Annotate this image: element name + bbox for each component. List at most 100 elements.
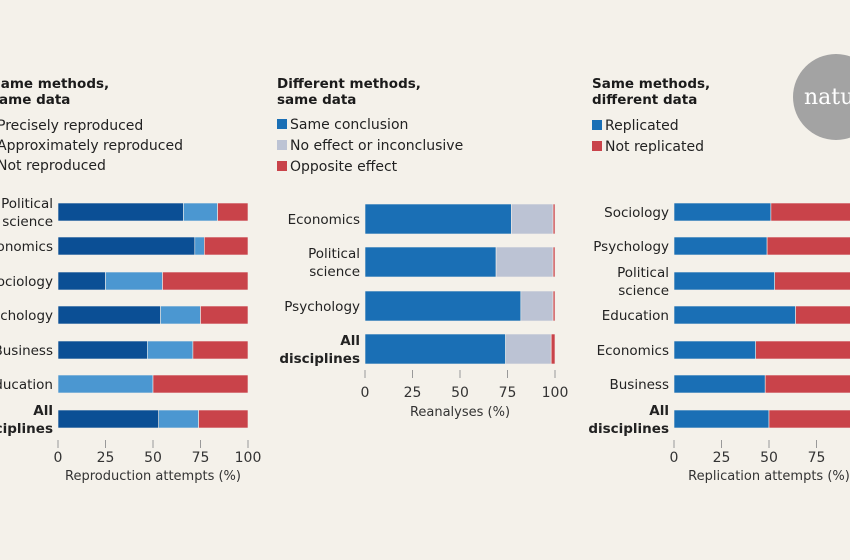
x-tick-label: 50: [451, 385, 469, 401]
legend-label: Replicated: [605, 118, 679, 134]
x-tick-label: 75: [808, 450, 826, 466]
x-axis-label: Replication attempts (%): [688, 469, 850, 484]
panel-title: different data: [592, 92, 697, 108]
bar-segment: [770, 202, 850, 222]
category-label: All: [33, 403, 53, 419]
bar-segment: [673, 202, 772, 222]
bar-segment: [755, 340, 850, 360]
bar-segment: [795, 305, 850, 325]
legend-swatch: [277, 140, 287, 150]
bar-segment: [673, 340, 756, 360]
bar-segment: [552, 246, 556, 278]
bar-segment: [57, 340, 148, 360]
bar-segment: [57, 271, 106, 291]
category-label: science: [618, 283, 669, 299]
x-tick-label: 25: [713, 450, 731, 466]
bar-segment: [673, 305, 796, 325]
legend-label: Approximately reproduced: [0, 138, 183, 154]
category-label: science: [2, 214, 53, 230]
category-label: Economics: [288, 212, 360, 228]
x-tick-label: 75: [192, 450, 210, 466]
legend-label: Not replicated: [605, 139, 704, 155]
category-label: Political: [1, 196, 53, 212]
x-tick-label: 25: [404, 385, 422, 401]
category-label: Psychology: [593, 239, 669, 255]
bar-segment: [57, 374, 154, 394]
bar-segment: [183, 202, 218, 222]
x-tick-label: 50: [760, 450, 778, 466]
category-label: All: [340, 333, 360, 349]
panel-title: same data: [0, 92, 70, 108]
bar-segment: [57, 236, 196, 256]
x-tick-label: 25: [97, 450, 115, 466]
x-tick-label: 0: [670, 450, 679, 466]
category-label: Political: [308, 246, 360, 262]
bar-segment: [204, 236, 249, 256]
category-label: disciplines: [279, 351, 360, 367]
bar-segment: [673, 271, 775, 291]
bar-segment: [57, 202, 184, 222]
panel-3: Same methods,different data Replicated Not…: [588, 76, 850, 484]
logo-text: nature: [804, 85, 850, 110]
bar-segment: [495, 246, 554, 278]
category-label: Psychology: [0, 308, 53, 324]
panel-2: Different methods,same data Same conclusi…: [277, 76, 568, 420]
bar-segment: [520, 290, 554, 322]
legend-swatch: [277, 119, 287, 129]
bar-segment: [510, 203, 554, 235]
x-tick-label: 0: [361, 385, 370, 401]
bar-segment: [198, 409, 249, 429]
panel-title: Same methods,: [0, 76, 109, 92]
bar-segment: [162, 271, 249, 291]
bar-segment: [766, 236, 850, 256]
category-label: Education: [602, 308, 669, 324]
bar-segment: [158, 409, 199, 429]
legend-label: Opposite effect: [290, 159, 398, 175]
bar-segment: [552, 290, 556, 322]
nature-logo: nature: [793, 54, 850, 140]
panel-1: Same methods,same data Precisely reproduc…: [0, 76, 261, 484]
bar-segment: [764, 374, 850, 394]
category-label: Psychology: [284, 299, 360, 315]
legend-swatch: [592, 120, 602, 130]
category-label: Education: [0, 377, 53, 393]
category-label: Economics: [0, 239, 53, 255]
x-tick-label: 50: [144, 450, 162, 466]
bar-segment: [768, 409, 850, 429]
category-label: Economics: [597, 343, 669, 359]
bar-segment: [673, 236, 768, 256]
bar-segment: [200, 305, 249, 325]
bar-segment: [192, 340, 249, 360]
x-tick-label: 0: [54, 450, 63, 466]
category-label: disciplines: [0, 421, 53, 437]
legend-swatch: [592, 141, 602, 151]
bar-segment: [673, 374, 766, 394]
bar-segment: [152, 374, 249, 394]
category-label: All: [649, 403, 669, 419]
category-label: Sociology: [604, 205, 669, 221]
bar-segment: [552, 203, 556, 235]
bar-segment: [194, 236, 205, 256]
x-tick-label: 100: [235, 450, 262, 466]
category-label: Business: [0, 343, 53, 359]
bar-segment: [364, 203, 512, 235]
bar-segment: [217, 202, 249, 222]
bar-segment: [364, 246, 497, 278]
bar-segment: [57, 409, 159, 429]
category-label: disciplines: [588, 421, 669, 437]
x-axis-label: Reanalyses (%): [410, 405, 510, 420]
panel-title: Different methods,: [277, 76, 421, 92]
category-label: science: [309, 264, 360, 280]
category-label: Business: [609, 377, 669, 393]
legend-swatch: [277, 161, 287, 171]
bar-segment: [774, 271, 850, 291]
bar-segment: [550, 333, 556, 365]
bar-segment: [105, 271, 163, 291]
category-label: Political: [617, 265, 669, 281]
panel-title: Same methods,: [592, 76, 710, 92]
bar-segment: [57, 305, 161, 325]
panel-title: same data: [277, 92, 356, 108]
bar-segment: [147, 340, 194, 360]
legend-label: Same conclusion: [290, 117, 408, 133]
